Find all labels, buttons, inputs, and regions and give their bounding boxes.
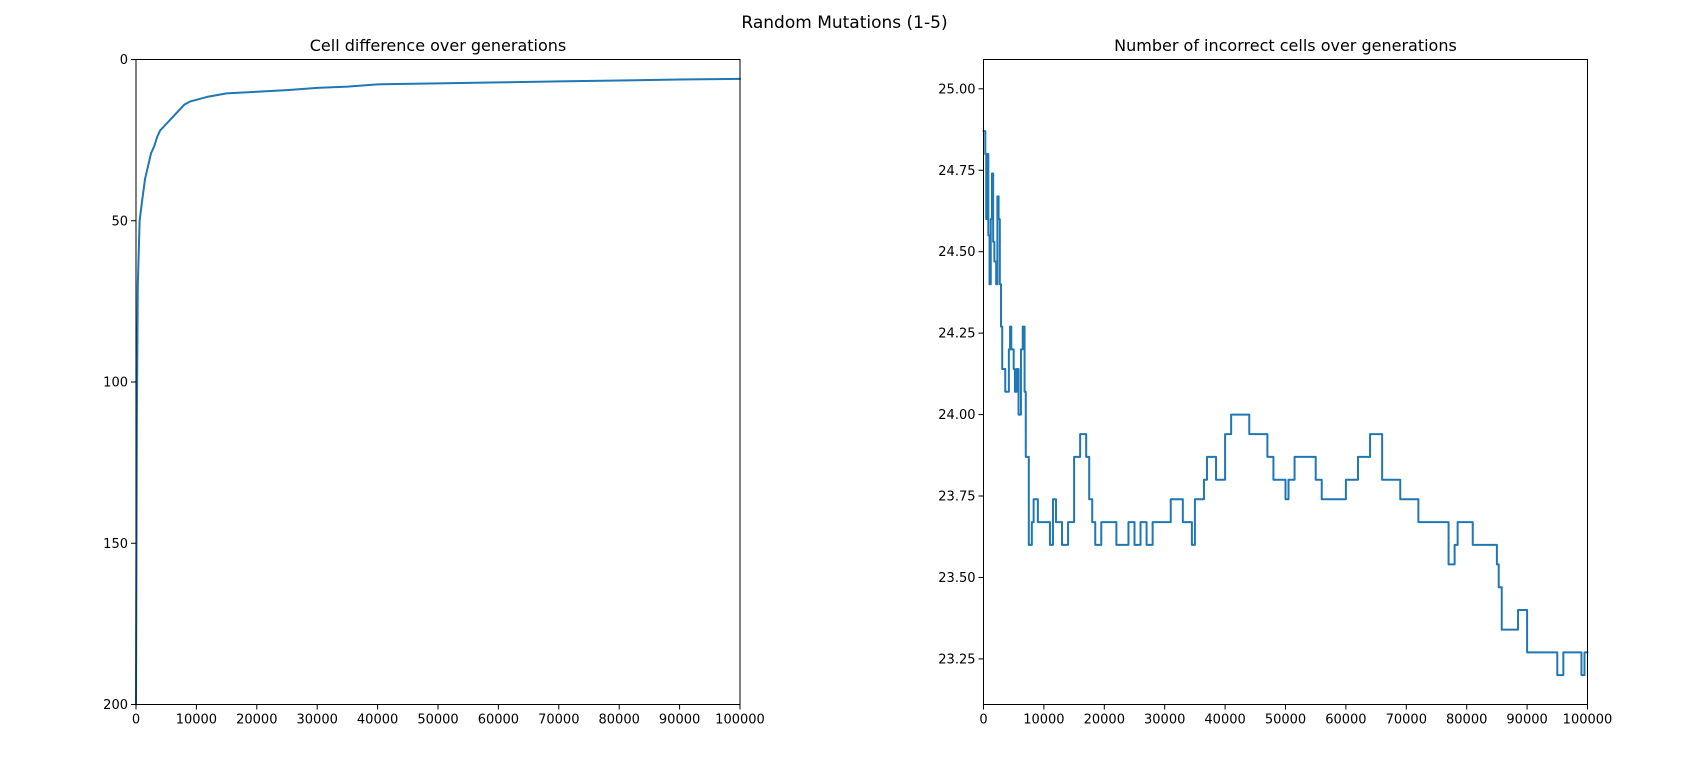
chart-right-y-tick-label: 25.00 [938,82,975,97]
chart-right-x-tick-label: 30000 [1144,713,1185,728]
chart-right-title: Number of incorrect cells over generatio… [1114,36,1457,55]
chart-left-axes-frame [135,59,741,705]
chart-right-x-tick-label: 20000 [1084,713,1125,728]
chart-right-ticks: 0 10000 20000 30000 40000 50000 60000 70000 8000… [938,82,1612,727]
chart-right-series-line [982,130,1589,677]
chart-left-x-tick-label: 40000 [357,713,398,728]
chart-left-y-tick-label: 0 [120,53,128,68]
chart-right-x-tick-label: 50000 [1265,713,1306,728]
chart-left-ticks: 0 10000 20000 30000 40000 50000 60000 70000 8000… [103,53,765,728]
chart-left-title: Cell difference over generations [310,36,567,55]
chart-left-x-tick-label: 30000 [297,713,338,728]
chart-right-y-tick-label: 23.25 [938,652,975,667]
chart-left-x-tick-label: 20000 [236,713,277,728]
chart-right-x-tick-label: 70000 [1386,713,1427,728]
chart-right-x-tick-label: 60000 [1325,713,1366,728]
chart-right-y-tick-label: 24.00 [938,408,975,423]
chart-right-x-tick-label: 90000 [1506,713,1547,728]
chart-left-x-tick-label: 50000 [417,713,458,728]
chart-right-y-tick-label: 23.75 [938,490,975,505]
chart-right-x-tick-label: 80000 [1446,713,1487,728]
chart-right-y-tick-label: 23.50 [938,571,975,586]
chart-right-x-tick-label: 10000 [1023,713,1064,728]
chart-left-x-tick-label: 80000 [599,713,640,728]
chart-right: Number of incorrect cells over generatio… [938,36,1612,728]
chart-right-x-tick-label: 40000 [1204,713,1245,728]
chart-right-y-tick-label: 24.25 [938,327,975,342]
chart-left-y-tick-label: 100 [103,376,128,391]
chart-right-x-tick-label: 100000 [1563,713,1613,728]
chart-left-y-tick-label: 200 [103,698,128,713]
chart-right-y-tick-label: 24.75 [938,164,975,179]
chart-right-x-tick-label: 0 [979,713,987,728]
chart-left-x-tick-label: 10000 [176,713,217,728]
chart-left-y-tick-label: 50 [111,214,128,229]
chart-left-series-line [135,77,741,706]
chart-left-x-tick-label: 70000 [538,713,579,728]
chart-left-x-tick-label: 90000 [659,713,700,728]
chart-right-axes-frame [983,59,1588,705]
chart-left: Cell difference over generations 0 10000 2… [103,36,765,728]
chart-left-x-tick-label: 100000 [715,713,765,728]
chart-left-x-tick-label: 0 [132,713,140,728]
chart-left-y-tick-label: 150 [103,537,128,552]
chart-left-x-tick-label: 60000 [478,713,519,728]
figure-suptitle: Random Mutations (1-5) [741,13,947,33]
chart-right-y-tick-label: 24.50 [938,245,975,260]
